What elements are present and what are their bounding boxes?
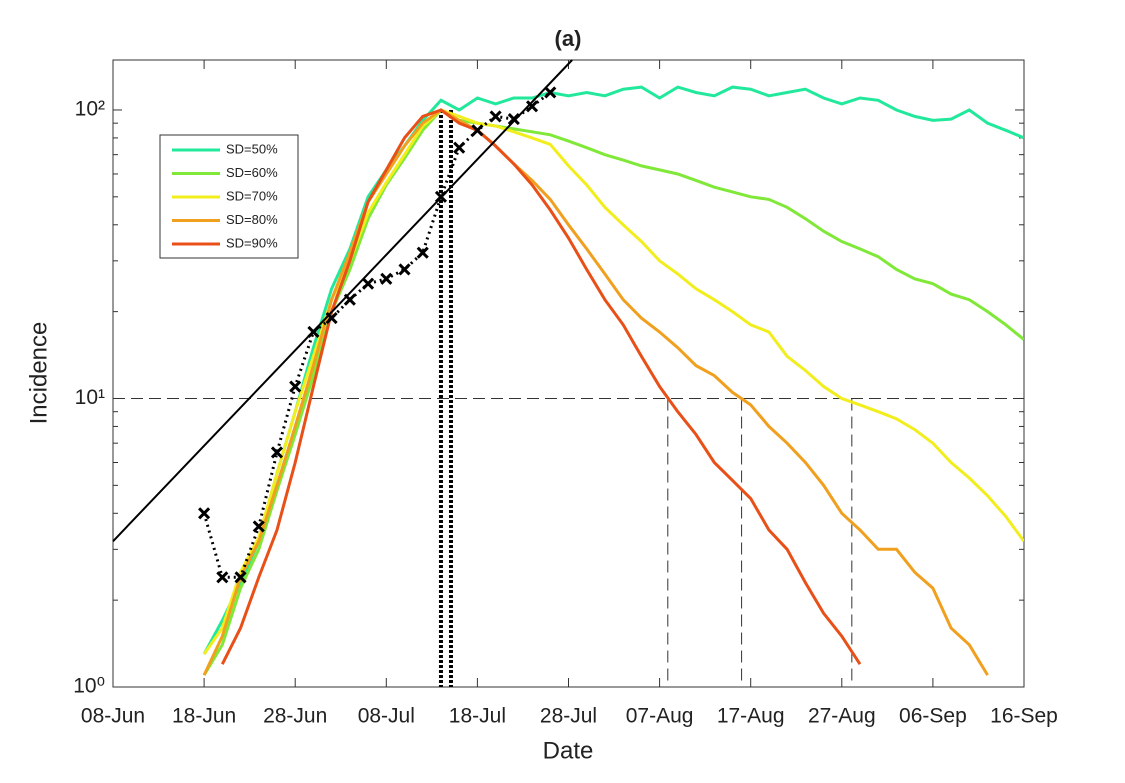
series-line	[202, 85, 1024, 655]
y-tick-label: 10¹	[75, 386, 105, 409]
chart-title: (a)	[555, 26, 582, 51]
y-axis-label: Incidence	[25, 322, 52, 425]
legend-label: SD=60%	[226, 165, 278, 180]
trend-line	[112, 59, 573, 542]
legend-label: SD=80%	[226, 212, 278, 227]
series-line	[202, 108, 989, 676]
y-tick-label: 10²	[75, 98, 105, 121]
plot-area: 10⁰ 10¹ 10² 08-Jun 18-Jun 28-Jun 08-Jul 18-Jul 2…	[73, 59, 1058, 728]
x-tick-label: 06-Sep	[899, 705, 967, 728]
observed-marker	[453, 141, 466, 154]
series-line	[202, 108, 1024, 676]
observed-marker	[507, 112, 520, 126]
x-tick-label: 08-Jul	[358, 705, 415, 728]
x-tick-label: 18-Jul	[449, 705, 506, 728]
observed-marker	[525, 100, 539, 113]
series-line	[202, 108, 1024, 655]
x-tick-label: 08-Jun	[81, 705, 145, 728]
observed-marker	[544, 86, 557, 99]
observed-marker	[489, 110, 502, 123]
x-tick-label: 17-Aug	[717, 705, 785, 728]
legend-label: SD=70%	[226, 188, 278, 203]
y-tick-label: 10⁰	[73, 675, 105, 698]
observed-line	[202, 91, 552, 579]
observed-marker	[270, 446, 284, 459]
observed-marker	[289, 380, 302, 393]
x-axis-label: Date	[543, 737, 594, 764]
series-line	[220, 108, 862, 666]
observed-marker	[362, 277, 375, 290]
legend: SD=50% SD=60% SD=70% SD=80% SD=90%	[159, 134, 299, 259]
x-tick-label: 18-Jun	[172, 705, 236, 728]
observed-marker	[416, 246, 429, 259]
observed-marker	[471, 124, 484, 137]
observed-marker	[252, 520, 265, 533]
x-tick-label: 16-Sep	[990, 705, 1058, 728]
x-tick-label: 27-Aug	[808, 705, 876, 728]
x-tick-label: 28-Jul	[540, 705, 597, 728]
observed-marker	[198, 507, 211, 520]
legend-label: SD=90%	[226, 235, 278, 250]
observed-marker	[216, 571, 229, 584]
legend-label: SD=50%	[226, 141, 278, 156]
observed-marker	[398, 263, 411, 276]
observed-marker	[380, 272, 393, 285]
legend-box	[159, 134, 299, 259]
observed-marker	[234, 571, 247, 584]
x-tick-label: 07-Aug	[626, 705, 694, 728]
x-tick-label: 28-Jun	[263, 705, 327, 728]
